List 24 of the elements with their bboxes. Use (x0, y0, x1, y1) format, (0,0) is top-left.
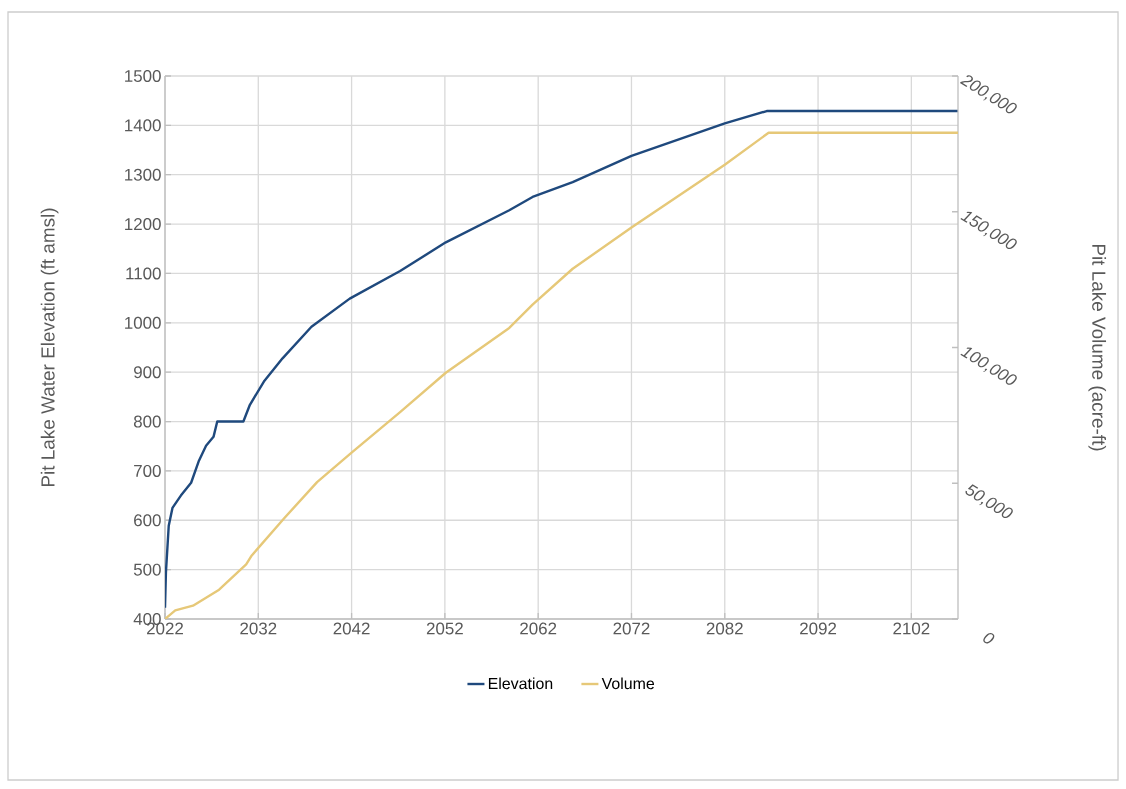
y-axis-title: Pit Lake Water Elevation (ft amsl) (40, 208, 59, 487)
y-tick-label: 1000 (125, 316, 161, 329)
y-tick-label: 1100 (126, 267, 161, 280)
y-tick-label: 1400 (125, 119, 161, 132)
y-tick-label: 500 (133, 563, 161, 576)
y-tick-label: 800 (133, 415, 161, 428)
y-tick-label: 600 (134, 514, 161, 527)
y-tick-label: 900 (134, 366, 161, 379)
x-tick-label: 2062 (520, 622, 557, 635)
x-tick-label: 2032 (240, 622, 277, 635)
y-tick-label: 1300 (125, 168, 161, 181)
y-tick-label: 1200 (125, 218, 161, 231)
x-tick-label: 2082 (706, 622, 743, 635)
x-tick-label: 2052 (426, 622, 463, 635)
legend-label: Elevation (488, 677, 553, 690)
x-tick-label: 2042 (333, 622, 370, 635)
x-tick-label: 2072 (613, 622, 650, 635)
y-tick-label: 700 (134, 464, 161, 477)
legend-label: Volume (601, 677, 655, 690)
x-tick-label: 2102 (893, 622, 930, 635)
y-tick-label: 1500 (125, 69, 161, 82)
y2-tick-label: 0 (983, 632, 995, 644)
y2-axis-title: Pit Lake Volume (acre-ft) (1088, 244, 1107, 451)
x-tick-label: 2092 (800, 622, 837, 635)
